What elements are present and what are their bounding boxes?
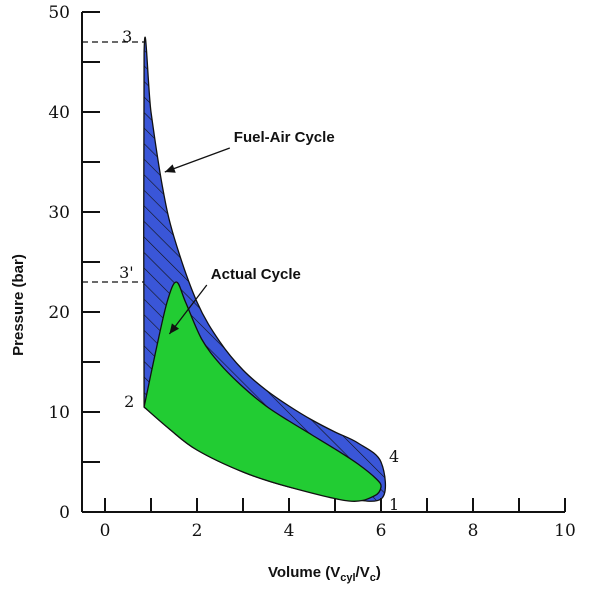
x-tick-label-0: 0 [100, 521, 111, 541]
annotation-arrowhead-0 [164, 164, 176, 173]
x-axis-title-sub1: cyl [340, 572, 355, 584]
ticks: 0 10 20 30 40 50 0 2 4 6 8 10 [48, 3, 575, 541]
x-axis-title-mid: /V [356, 564, 370, 581]
y-tick-label-1: 10 [48, 403, 70, 423]
x-tick-label-1: 2 [192, 521, 203, 541]
state-point-label-0: 3 [122, 27, 132, 46]
x-axis-title-end: ) [376, 564, 381, 581]
cycle-areas [142, 36, 387, 502]
state-point-label-4: 1 [389, 495, 399, 514]
annotation-label-0: Fuel-Air Cycle [234, 129, 335, 146]
x-axis-title: Volume (Vcyl/Vc) [268, 564, 381, 584]
annotation-arrow-1 [168, 284, 208, 335]
x-tick-label-5: 10 [554, 521, 576, 541]
annotation-arrow-0 [164, 147, 231, 173]
y-axis-title: Pressure (bar) [10, 254, 27, 356]
guide-lines [82, 41, 177, 283]
state-points: 3 3' 2 4 1 [119, 27, 399, 514]
y-tick-label-3: 30 [48, 203, 70, 223]
annotation-arrowhead-1 [169, 323, 180, 334]
x-tick-label-2: 4 [284, 521, 295, 541]
y-tick-label-5: 50 [48, 3, 70, 23]
y-tick-label-2: 20 [48, 303, 70, 323]
state-point-label-3: 4 [389, 447, 399, 466]
y-tick-label-0: 0 [59, 503, 70, 523]
x-axis-title-main: Volume (V [268, 564, 340, 581]
annotations: Fuel-Air Cycle Actual Cycle [164, 129, 335, 335]
x-axis-title-sub2: c [370, 572, 376, 584]
actual-cycle-area [143, 281, 382, 502]
state-point-label-1: 3' [119, 263, 134, 282]
state-point-label-2: 2 [124, 392, 134, 411]
x-tick-label-3: 6 [376, 521, 387, 541]
annotation-label-1: Actual Cycle [211, 266, 301, 283]
y-tick-label-4: 40 [48, 103, 70, 123]
x-tick-label-4: 8 [468, 521, 479, 541]
